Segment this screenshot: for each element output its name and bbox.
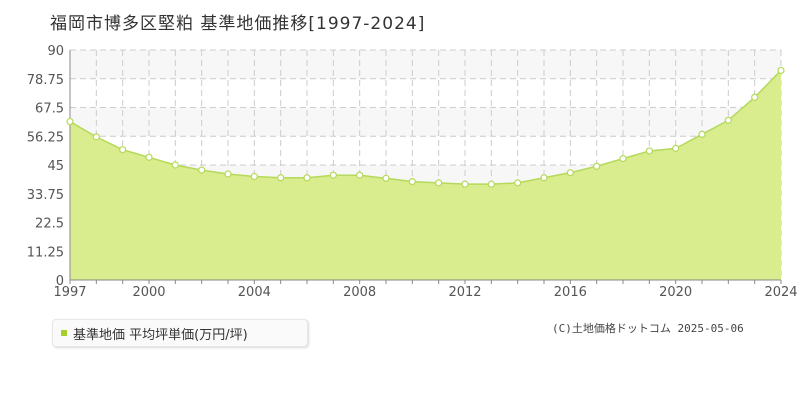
data-point bbox=[751, 93, 759, 101]
data-point bbox=[698, 130, 706, 138]
y-tick-label: 33.75 bbox=[27, 188, 64, 203]
data-point bbox=[250, 172, 258, 181]
data-point bbox=[487, 180, 495, 188]
x-tick-label: 2012 bbox=[448, 285, 481, 300]
data-point bbox=[619, 155, 627, 163]
background-band bbox=[70, 50, 781, 79]
data-point bbox=[224, 170, 232, 178]
series-line bbox=[69, 69, 782, 185]
y-tick-label: 67.5 bbox=[35, 102, 64, 117]
data-point bbox=[277, 174, 285, 182]
y-tick-label: 56.25 bbox=[27, 130, 64, 145]
x-tick-label: 2008 bbox=[343, 285, 376, 300]
copyright-notice: (C)土地価格ドットコム 2025-05-06 bbox=[552, 322, 744, 335]
y-tick-label: 45 bbox=[47, 159, 64, 174]
y-tick-label: 11.25 bbox=[27, 245, 64, 260]
y-tick-label: 0 bbox=[56, 274, 64, 289]
data-point bbox=[92, 133, 100, 141]
data-point bbox=[303, 174, 311, 182]
x-tick-label: 2000 bbox=[132, 285, 165, 300]
data-point bbox=[593, 162, 601, 170]
data-point bbox=[566, 169, 574, 177]
data-point bbox=[198, 166, 206, 174]
chart-title: 福岡市博多区堅粕 基準地価推移[1997-2024] bbox=[50, 14, 426, 34]
data-point bbox=[171, 161, 179, 169]
legend-swatch bbox=[61, 330, 67, 336]
x-tick-label: 2016 bbox=[554, 285, 587, 300]
x-tick-label: 2020 bbox=[659, 285, 692, 300]
y-tick-label: 22.5 bbox=[35, 217, 64, 232]
series-area bbox=[70, 70, 781, 280]
data-point bbox=[382, 174, 390, 182]
data-point bbox=[66, 117, 74, 126]
data-point bbox=[119, 146, 127, 154]
y-tick-label: 90 bbox=[47, 44, 64, 59]
data-point bbox=[645, 147, 653, 155]
data-point bbox=[777, 66, 785, 75]
data-point bbox=[435, 179, 443, 187]
data-point bbox=[672, 144, 680, 152]
x-tick-label: 1997 bbox=[53, 285, 86, 300]
data-point bbox=[408, 178, 416, 186]
data-point bbox=[514, 179, 522, 187]
data-point bbox=[461, 180, 469, 188]
x-tick-label: 2004 bbox=[238, 285, 271, 300]
data-point bbox=[724, 116, 732, 124]
data-point bbox=[329, 171, 337, 179]
background-band bbox=[70, 107, 781, 137]
x-tick-label: 2024 bbox=[764, 285, 797, 300]
legend: 基準地価 平均坪単価(万円/坪) bbox=[52, 319, 308, 347]
data-point bbox=[540, 174, 548, 182]
data-point bbox=[356, 171, 364, 179]
data-point bbox=[145, 153, 153, 161]
legend-label: 基準地価 平均坪単価(万円/坪) bbox=[73, 327, 248, 343]
y-tick-label: 78.75 bbox=[27, 73, 64, 88]
